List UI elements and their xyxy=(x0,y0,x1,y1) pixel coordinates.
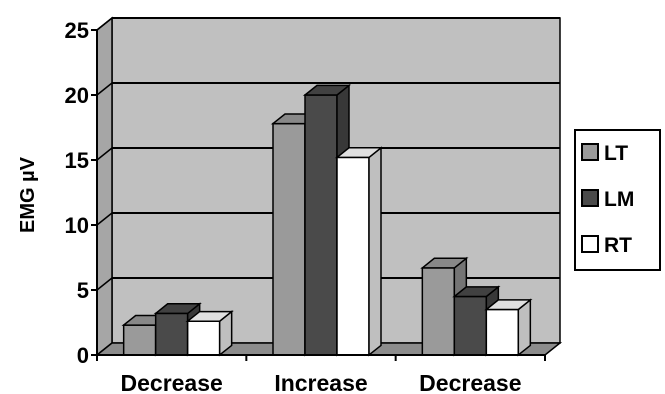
bars xyxy=(121,83,533,357)
y-tick-label: 15 xyxy=(65,148,89,173)
y-axis-ticks: 0 5 10 15 20 25 xyxy=(65,18,97,368)
legend-label-lt: LT xyxy=(604,142,628,165)
legend-label-rt: RT xyxy=(604,234,632,257)
y-tick-label: 20 xyxy=(65,83,89,108)
legend-swatch-lm xyxy=(581,189,599,207)
y-tick-label: 5 xyxy=(77,278,89,303)
gridline xyxy=(96,277,113,291)
bar-rt-3 xyxy=(484,298,533,357)
gridline xyxy=(96,212,113,226)
x-category-label: Increase xyxy=(274,370,367,394)
legend-swatch-rt xyxy=(581,235,599,253)
y-tick-label: 25 xyxy=(65,18,89,43)
plot-side-wall xyxy=(96,16,113,357)
y-axis-label: EMG µV xyxy=(17,156,39,233)
legend-swatch-lt xyxy=(581,143,599,161)
legend-label-lm: LM xyxy=(604,188,634,211)
y-tick-label: 0 xyxy=(77,343,89,368)
x-axis-categories: Decrease Increase Decrease xyxy=(96,355,546,394)
gridline xyxy=(96,147,113,161)
bar-rt-2 xyxy=(334,146,384,357)
x-category-label: Decrease xyxy=(419,370,521,394)
gridline xyxy=(96,82,113,96)
gridline xyxy=(96,17,113,31)
y-tick-label: 10 xyxy=(65,213,89,238)
legend: LT LM RT xyxy=(581,142,634,257)
bar-rt-1 xyxy=(185,310,234,357)
x-category-label: Decrease xyxy=(121,370,223,394)
